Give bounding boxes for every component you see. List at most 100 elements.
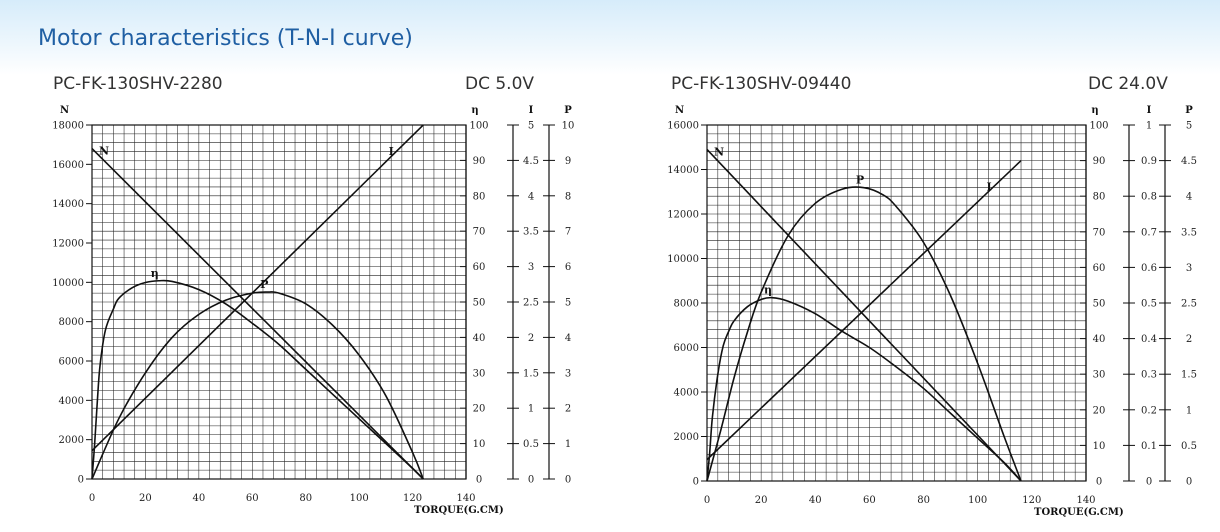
- series-label-η: η: [764, 284, 772, 297]
- y-tick-label: 12000: [667, 210, 699, 221]
- x-tick-label: 140: [456, 493, 475, 504]
- right-tick-label: 0.9: [1141, 156, 1157, 167]
- right-tick-label: 100: [1089, 121, 1108, 132]
- right-tick-label: 2.5: [1181, 299, 1197, 310]
- y-tick-label: 0: [78, 475, 84, 486]
- x-tick-label: 60: [863, 495, 876, 506]
- y-tick-label: 4000: [59, 396, 84, 407]
- right-tick-label: 80: [473, 191, 486, 202]
- right-tick-label: 40: [1093, 334, 1106, 345]
- right-tick-label: 4.5: [1181, 156, 1197, 167]
- right-tick-label: 0.3: [1141, 370, 1157, 381]
- right-tick-label: 30: [1093, 370, 1106, 381]
- right-tick-label: 4: [565, 333, 571, 344]
- chart-grid: [91, 124, 467, 480]
- y-tick-label: 16000: [52, 160, 84, 171]
- right-tick-label: 1: [565, 439, 571, 450]
- y-tick-label: 14000: [667, 165, 699, 176]
- y-tick-label: 10000: [52, 278, 84, 289]
- chart-2-voltage-label: DC 24.0V: [1088, 74, 1168, 94]
- right-tick-label: 0.2: [1141, 405, 1157, 416]
- right-tick-label: 7: [565, 227, 571, 238]
- right-tick-label: 0: [565, 475, 571, 486]
- chart-1-model-label: PC-FK-130SHV-2280: [53, 74, 223, 94]
- right-tick-label: 9: [565, 156, 571, 167]
- page-title: Motor characteristics (T-N-I curve): [38, 26, 413, 51]
- y-tick-label: 10000: [667, 254, 699, 265]
- y-tick-label: 14000: [52, 199, 84, 210]
- right-tick-label: 60: [1093, 263, 1106, 274]
- chart-2-model-label: PC-FK-130SHV-09440: [671, 74, 852, 94]
- right-tick-label: 1: [1186, 405, 1192, 416]
- right-tick-label: 1.5: [1181, 370, 1197, 381]
- right-tick-label: 90: [1093, 156, 1106, 167]
- right-axis-label: I: [1147, 105, 1152, 116]
- series-line-η: [91, 279, 424, 480]
- x-tick-label: 140: [1076, 495, 1095, 506]
- right-tick-label: 20: [473, 404, 486, 415]
- x-tick-label: 20: [139, 493, 152, 504]
- x-axis-label: TORQUE(G.CM): [1034, 507, 1124, 518]
- right-tick-label: 90: [473, 156, 486, 167]
- series-label-P: P: [260, 278, 268, 291]
- right-tick-label: 4: [1186, 192, 1192, 203]
- series-line-η: [706, 296, 1022, 482]
- x-tick-label: 20: [755, 495, 768, 506]
- y-axis-label: N: [675, 105, 684, 116]
- series-line-P: [706, 186, 1022, 482]
- right-tick-label: 30: [473, 368, 486, 379]
- chart-1: N020004000600080001000012000140001600018…: [52, 105, 574, 516]
- right-tick-label: 2: [1186, 334, 1192, 345]
- right-tick-label: 0.8: [1141, 192, 1157, 203]
- series-label-η: η: [151, 267, 159, 280]
- right-tick-label: 0: [1096, 477, 1102, 488]
- right-tick-label: 70: [473, 227, 486, 238]
- right-tick-label: 0.1: [1141, 441, 1157, 452]
- right-axis-label: η: [471, 105, 478, 116]
- chart-grid: [706, 124, 1087, 482]
- right-tick-label: 10: [1093, 441, 1106, 452]
- right-tick-label: 50: [1093, 299, 1106, 310]
- right-tick-label: 0.7: [1141, 227, 1157, 238]
- series-label-N: N: [714, 145, 724, 158]
- right-tick-label: 50: [473, 298, 486, 309]
- x-tick-label: 120: [403, 493, 422, 504]
- right-tick-label: 0: [1146, 477, 1152, 488]
- right-tick-label: 70: [1093, 227, 1106, 238]
- right-tick-label: 2.5: [523, 298, 539, 309]
- y-tick-label: 18000: [52, 121, 84, 132]
- right-tick-label: 4: [528, 191, 534, 202]
- x-tick-label: 40: [809, 495, 822, 506]
- right-axis-label: I: [529, 105, 534, 116]
- x-tick-label: 120: [1022, 495, 1041, 506]
- series-label-I: I: [389, 145, 394, 158]
- series-line-N: [706, 148, 1022, 482]
- right-tick-label: 2: [528, 333, 534, 344]
- right-tick-label: 0.4: [1141, 334, 1157, 345]
- x-tick-label: 100: [350, 493, 369, 504]
- right-tick-label: 0.5: [1141, 299, 1157, 310]
- right-axis-label: P: [1185, 105, 1193, 116]
- right-tick-label: 1.5: [523, 368, 539, 379]
- right-tick-label: 5: [1186, 121, 1192, 132]
- y-tick-label: 2000: [59, 435, 84, 446]
- y-tick-label: 8000: [59, 317, 84, 328]
- right-tick-label: 0.5: [1181, 441, 1197, 452]
- x-tick-label: 60: [246, 493, 259, 504]
- right-tick-label: 5: [565, 298, 571, 309]
- right-tick-label: 10: [562, 121, 575, 132]
- y-tick-label: 6000: [59, 357, 84, 368]
- right-tick-label: 0.5: [523, 439, 539, 450]
- series-line-P: [91, 291, 424, 480]
- y-tick-label: 0: [693, 477, 699, 488]
- right-tick-label: 3.5: [1181, 227, 1197, 238]
- series-label-I: I: [986, 181, 991, 194]
- right-tick-label: 20: [1093, 405, 1106, 416]
- x-tick-label: 40: [192, 493, 205, 504]
- right-tick-label: 3: [528, 262, 534, 273]
- right-tick-label: 3: [1186, 263, 1192, 274]
- right-tick-label: 10: [473, 439, 486, 450]
- x-tick-label: 80: [917, 495, 930, 506]
- y-tick-label: 2000: [674, 432, 699, 443]
